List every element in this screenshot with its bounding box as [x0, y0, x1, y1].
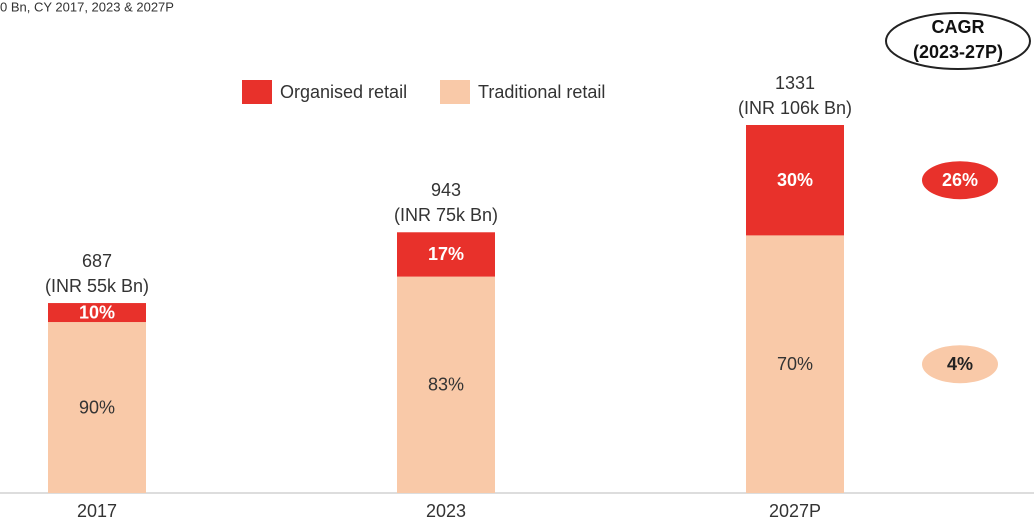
cagr-value: 26%	[942, 170, 978, 190]
cagr-pill	[922, 161, 998, 200]
cagr-title: CAGR	[932, 17, 985, 37]
x-tick-label: 2023	[426, 501, 466, 521]
chart-subtitle: 0 Bn, CY 2017, 2023 & 2027P	[0, 0, 174, 14]
segment-label: 30%	[777, 170, 813, 190]
cagr-pill	[922, 345, 998, 384]
bar-segment	[48, 303, 146, 323]
bar-segment	[746, 125, 844, 236]
x-tick-label: 2027P	[769, 501, 821, 521]
legend-swatch	[242, 80, 272, 104]
x-tick-label: 2017	[77, 501, 117, 521]
total-label: 687	[82, 251, 112, 271]
segment-label: 70%	[777, 354, 813, 374]
bar-segment	[746, 235, 844, 493]
total-label: 943	[431, 180, 461, 200]
cagr-value: 4%	[947, 354, 973, 374]
total-sub-label: (INR 75k Bn)	[394, 205, 498, 225]
total-sub-label: (INR 55k Bn)	[45, 276, 149, 296]
legend-swatch	[440, 80, 470, 104]
legend-label: Organised retail	[280, 82, 407, 102]
bar-segment	[397, 232, 495, 277]
segment-label: 90%	[79, 397, 115, 417]
segment-label: 10%	[79, 302, 115, 322]
bar-segment	[48, 322, 146, 493]
bar-segment	[397, 276, 495, 493]
legend-label: Traditional retail	[478, 82, 605, 102]
total-sub-label: (INR 106k Bn)	[738, 98, 852, 118]
cagr-badge	[885, 12, 1031, 70]
cagr-title: (2023-27P)	[913, 42, 1003, 62]
segment-label: 83%	[428, 375, 464, 395]
total-label: 1331	[775, 73, 815, 93]
segment-label: 17%	[428, 244, 464, 264]
